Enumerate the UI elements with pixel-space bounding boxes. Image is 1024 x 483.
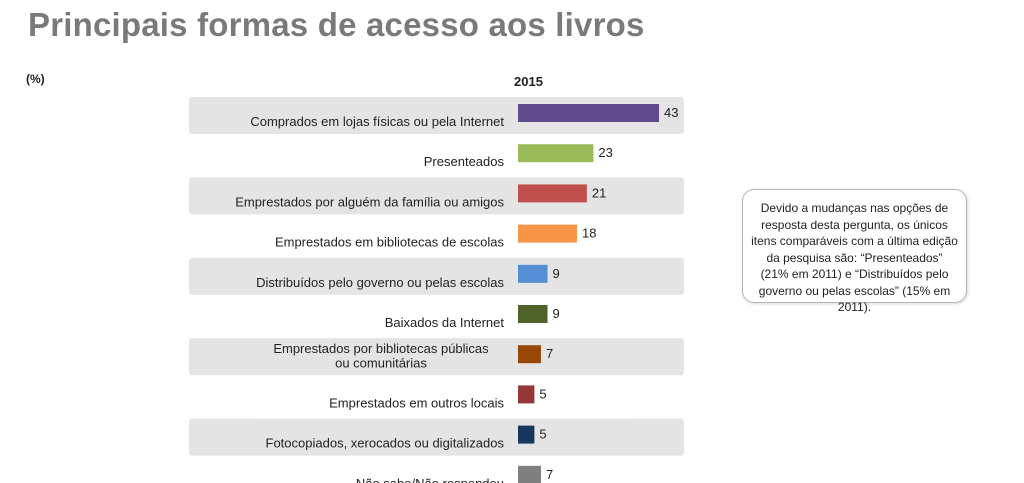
bar [518, 184, 587, 203]
row-band [189, 257, 684, 295]
category-label: Emprestados por alguém da família ou ami… [235, 194, 504, 209]
value-label: 23 [598, 145, 612, 160]
value-label: 7 [546, 467, 553, 482]
category-label: Distribuídos pelo governo ou pelas escol… [256, 275, 504, 290]
bar [518, 224, 578, 243]
row-band [189, 338, 684, 376]
series-year-label: 2015 [514, 74, 543, 89]
bar [518, 345, 541, 364]
unit-label: (%) [26, 72, 45, 86]
value-label: 5 [539, 427, 546, 442]
row-band [189, 418, 684, 456]
bar [518, 305, 548, 323]
bar [518, 144, 594, 163]
value-label: 9 [553, 306, 560, 321]
value-label: 9 [553, 266, 560, 281]
value-label: 21 [592, 185, 606, 200]
value-label: 18 [582, 226, 596, 241]
bar [518, 425, 535, 444]
note-box: Devido a mudanças nas opções de resposta… [742, 189, 967, 314]
category-label: Fotocopiados, xerocados ou digitalizados [266, 436, 505, 451]
category-label: Emprestados por bibliotecas públicas ou c… [273, 341, 489, 371]
category-label: Presenteados [424, 154, 505, 169]
category-label: Emprestados em bibliotecas de escolas [275, 235, 505, 250]
value-label: 43 [664, 105, 678, 120]
category-label: Emprestados em outros locais [329, 395, 504, 410]
value-label: 5 [539, 386, 546, 401]
bar [518, 465, 541, 483]
bar [518, 104, 659, 122]
category-label: Comprados em lojas físicas ou pela Inter… [250, 114, 504, 129]
bar [518, 385, 535, 404]
category-label: Não sabe/Não respondeu [356, 476, 504, 483]
page-title: Principais formas de acesso aos livros [28, 6, 645, 43]
bar [518, 264, 548, 283]
value-label: 7 [546, 346, 553, 361]
category-label: Baixados da Internet [385, 315, 505, 330]
